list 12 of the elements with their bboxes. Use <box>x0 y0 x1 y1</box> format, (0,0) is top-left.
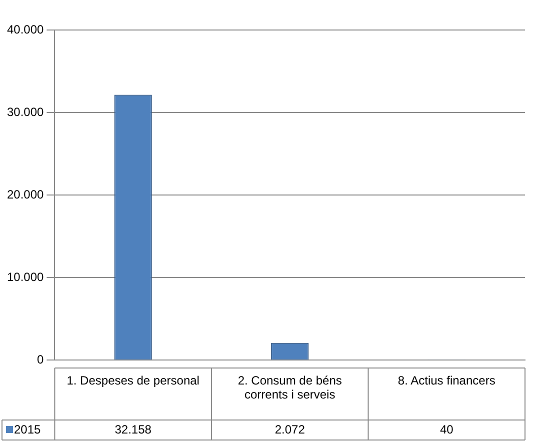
text: 32.158 <box>114 422 152 436</box>
x-tick-label: 8. Actius financers <box>398 373 496 388</box>
text: 40 <box>440 422 454 436</box>
y-tick-label: 40.000 <box>7 22 44 36</box>
y-tick-label: 0 <box>37 352 44 366</box>
y-tick-label: 30.000 <box>7 104 44 119</box>
y-tick-label: 10.000 <box>7 270 44 284</box>
x-tick-label: 2. Consum de béns corrents i serveis <box>238 373 342 402</box>
legend-label: 2015 <box>14 422 42 436</box>
x-tick-label: 1. Despeses de personal <box>66 373 200 388</box>
text: 2.072 <box>274 422 305 436</box>
y-tick-label: 20.000 <box>7 187 44 202</box>
